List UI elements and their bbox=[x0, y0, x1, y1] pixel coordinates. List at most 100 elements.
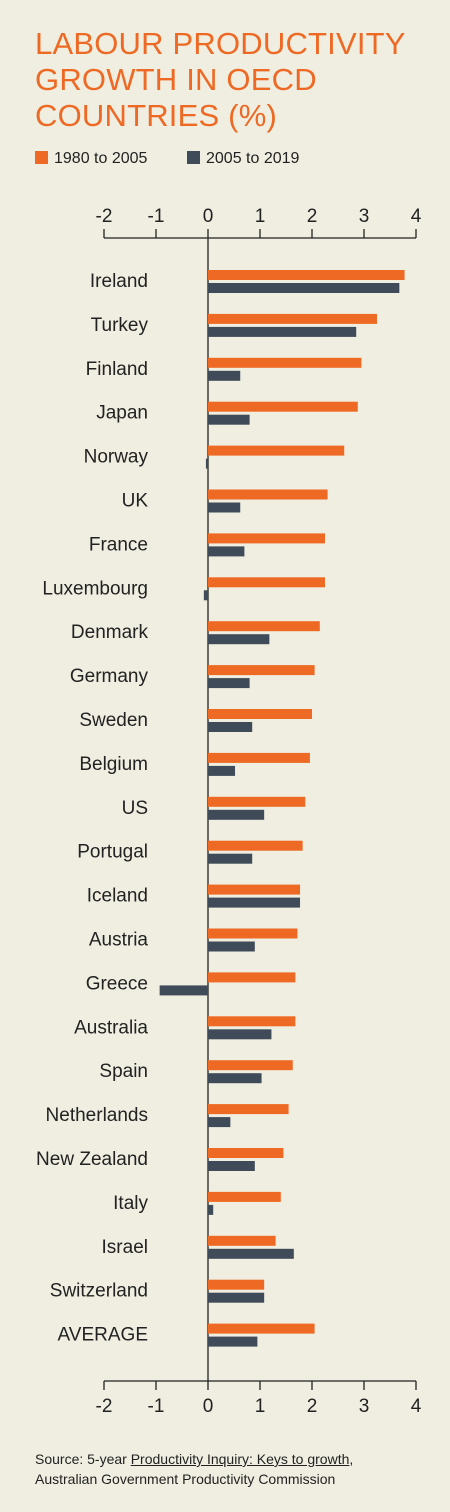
x-tick-label-top: 4 bbox=[411, 206, 422, 227]
bar-1980-2005 bbox=[208, 928, 298, 939]
bar-1980-2005 bbox=[208, 1235, 276, 1246]
bar-1980-2005 bbox=[208, 1148, 284, 1158]
category-label: Netherlands bbox=[46, 1105, 148, 1126]
category-label: Luxembourg bbox=[42, 578, 148, 599]
bar-2005-2019 bbox=[208, 634, 270, 645]
bar-1980-2005 bbox=[208, 665, 315, 676]
bar-1980-2005 bbox=[208, 1104, 289, 1115]
x-tick-label-top: 2 bbox=[307, 206, 318, 227]
bar-1980-2005 bbox=[208, 709, 312, 719]
legend-label: 2005 to 2019 bbox=[206, 150, 300, 167]
bar-2005-2019 bbox=[208, 1117, 231, 1128]
source-line-2: Australian Government Productivity Commi… bbox=[35, 1471, 336, 1487]
bar-1980-2005 bbox=[208, 1191, 281, 1202]
x-tick-label-bottom: 2 bbox=[307, 1396, 318, 1417]
bar-1980-2005 bbox=[208, 972, 296, 983]
chart-title-line: GROWTH IN OECD bbox=[35, 62, 317, 97]
category-label: Finland bbox=[86, 359, 148, 380]
category-label: Australia bbox=[74, 1017, 148, 1038]
category-label: Israel bbox=[102, 1237, 148, 1258]
bar-1980-2005 bbox=[208, 489, 328, 500]
source-suffix: , bbox=[349, 1451, 354, 1467]
x-tick-label-bottom: -1 bbox=[148, 1396, 165, 1417]
bar-2005-2019 bbox=[208, 1161, 255, 1171]
bar-1980-2005 bbox=[208, 621, 320, 632]
category-label: Norway bbox=[84, 447, 149, 468]
chart-title-line: COUNTRIES (%) bbox=[35, 98, 277, 133]
bar-1980-2005 bbox=[208, 445, 345, 456]
bar-2005-2019 bbox=[208, 326, 357, 337]
category-label: Austria bbox=[89, 930, 149, 951]
category-label: Ireland bbox=[90, 271, 148, 292]
x-tick-label-top: -2 bbox=[96, 206, 113, 227]
bar-1980-2005 bbox=[208, 270, 405, 280]
x-tick-label-bottom: 4 bbox=[411, 1396, 422, 1417]
category-label: Spain bbox=[99, 1061, 148, 1082]
bar-2005-2019 bbox=[208, 283, 400, 293]
bar-2005-2019 bbox=[208, 1248, 294, 1259]
x-tick-label-top: -1 bbox=[148, 206, 165, 227]
x-tick-label-bottom: 0 bbox=[203, 1396, 214, 1417]
category-label: Denmark bbox=[71, 622, 149, 643]
legend-item-1980-2005: 1980 to 2005 bbox=[35, 150, 147, 168]
bar-2005-2019 bbox=[208, 678, 250, 689]
bar-2005-2019 bbox=[208, 1292, 265, 1303]
x-tick-label-bottom: -2 bbox=[96, 1396, 113, 1417]
chart-title: LABOUR PRODUCTIVITY GROWTH IN OECD COUNT… bbox=[35, 26, 435, 134]
bar-1980-2005 bbox=[208, 796, 306, 807]
bar-2005-2019 bbox=[208, 722, 253, 732]
bar-1980-2005 bbox=[208, 840, 303, 851]
category-label: Portugal bbox=[77, 842, 148, 863]
category-label: Germany bbox=[70, 666, 149, 687]
bar-1980-2005 bbox=[208, 533, 325, 544]
legend-swatch-slate bbox=[187, 151, 200, 164]
bar-2005-2019 bbox=[208, 853, 253, 864]
bar-1980-2005 bbox=[208, 577, 325, 588]
bar-2005-2019 bbox=[208, 1073, 262, 1084]
bar-1980-2005 bbox=[208, 884, 301, 895]
source-line-1: Source: 5-year Productivity Inquiry: Key… bbox=[35, 1449, 353, 1469]
bar-2005-2019 bbox=[208, 809, 265, 820]
category-label: France bbox=[89, 534, 148, 555]
bar-1980-2005 bbox=[208, 313, 377, 324]
category-label: Iceland bbox=[87, 886, 148, 907]
source-note: Source: 5-year Productivity Inquiry: Key… bbox=[35, 1449, 353, 1489]
category-label: Turkey bbox=[91, 315, 149, 336]
bar-2005-2019 bbox=[208, 765, 236, 776]
bar-2005-2019 bbox=[159, 985, 208, 996]
x-tick-label-bottom: 1 bbox=[255, 1396, 266, 1417]
chart-title-line: LABOUR PRODUCTIVITY bbox=[35, 26, 406, 61]
category-label: Sweden bbox=[79, 710, 148, 731]
bar-2005-2019 bbox=[205, 458, 208, 469]
bar-2005-2019 bbox=[208, 546, 245, 557]
x-tick-label-top: 1 bbox=[255, 206, 266, 227]
bar-2005-2019 bbox=[208, 897, 301, 908]
bar-2005-2019 bbox=[203, 590, 208, 601]
legend-swatch-orange bbox=[35, 151, 48, 164]
bar-1980-2005 bbox=[208, 1279, 265, 1290]
bar-1980-2005 bbox=[208, 401, 358, 412]
legend-label: 1980 to 2005 bbox=[54, 150, 148, 167]
x-tick-label-bottom: 3 bbox=[359, 1396, 370, 1417]
bar-1980-2005 bbox=[208, 1060, 293, 1071]
x-tick-label-top: 0 bbox=[203, 206, 214, 227]
bar-2005-2019 bbox=[208, 1336, 258, 1347]
bar-1980-2005 bbox=[208, 357, 362, 368]
category-label: US bbox=[122, 798, 148, 819]
source-link[interactable]: Productivity Inquiry: Keys to growth bbox=[130, 1451, 350, 1467]
x-tick-label-top: 3 bbox=[359, 206, 370, 227]
legend-item-2005-2019: 2005 to 2019 bbox=[187, 150, 299, 168]
category-label: Italy bbox=[113, 1193, 148, 1214]
category-label: Switzerland bbox=[50, 1281, 148, 1302]
bar-2005-2019 bbox=[208, 941, 255, 952]
category-label: UK bbox=[122, 491, 149, 512]
category-label: AVERAGE bbox=[58, 1325, 148, 1346]
category-label: Japan bbox=[96, 403, 148, 424]
bar-1980-2005 bbox=[208, 1016, 296, 1027]
category-label: Belgium bbox=[79, 754, 148, 775]
bar-1980-2005 bbox=[208, 1323, 315, 1334]
source-prefix: Source: 5-year bbox=[35, 1451, 131, 1467]
bar-1980-2005 bbox=[208, 752, 310, 763]
category-label: New Zealand bbox=[36, 1149, 148, 1170]
category-label: Greece bbox=[86, 973, 148, 994]
